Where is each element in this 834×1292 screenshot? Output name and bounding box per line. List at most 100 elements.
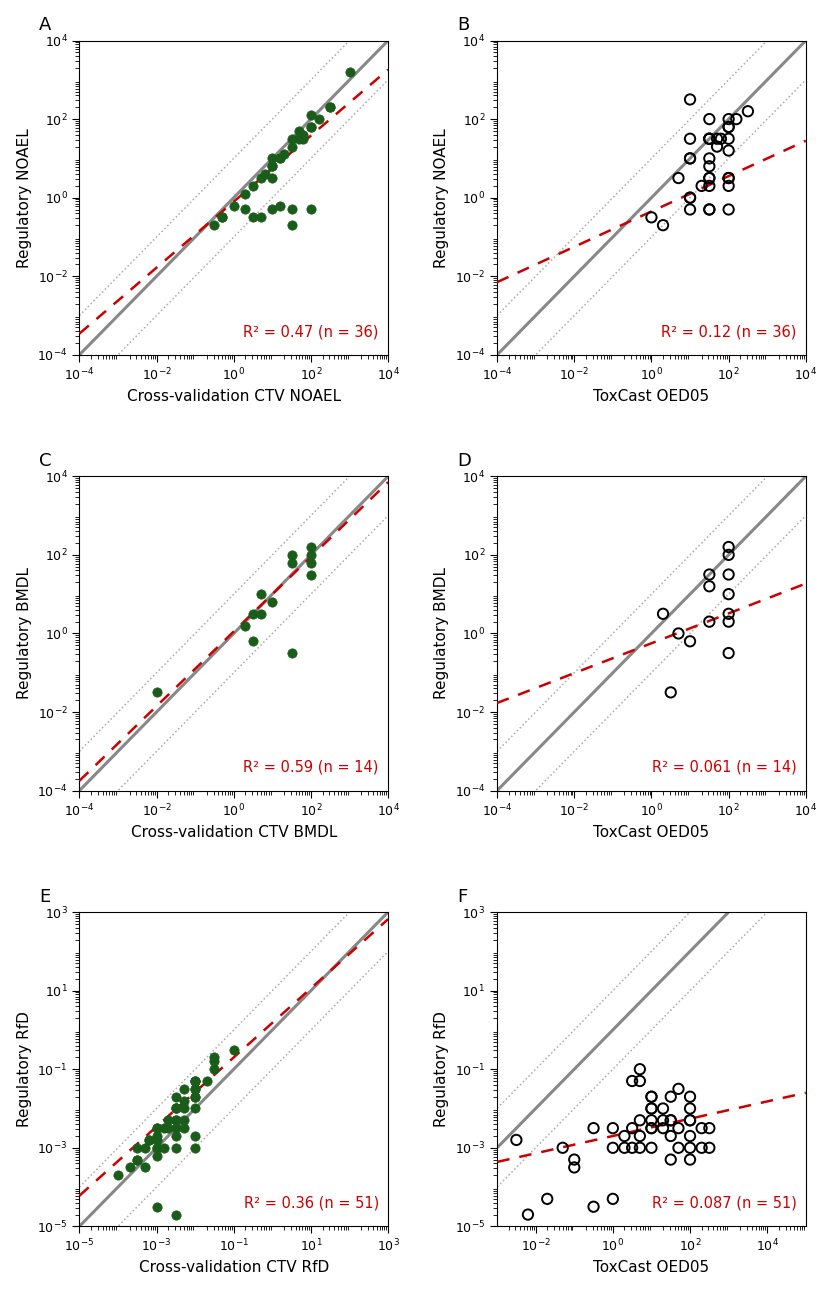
Point <box>568 1158 581 1178</box>
Point <box>246 603 259 624</box>
Point <box>672 1118 686 1138</box>
Point <box>618 1125 631 1146</box>
Point <box>656 603 670 624</box>
Point <box>683 149 696 169</box>
Point <box>664 1110 677 1130</box>
Text: A: A <box>39 17 52 34</box>
Point <box>664 1125 677 1146</box>
Point <box>169 1110 183 1130</box>
Point <box>711 136 724 156</box>
Point <box>703 576 716 597</box>
Point <box>297 128 310 149</box>
Point <box>227 1039 240 1059</box>
Point <box>656 1118 670 1138</box>
Point <box>150 1137 163 1158</box>
Point <box>177 1118 190 1138</box>
Point <box>722 116 736 137</box>
Point <box>138 1137 152 1158</box>
Point <box>618 1137 631 1158</box>
Text: R² = 0.087 (n = 51): R² = 0.087 (n = 51) <box>651 1195 796 1211</box>
Point <box>285 642 299 663</box>
Point <box>258 164 271 185</box>
Point <box>239 615 252 636</box>
Point <box>266 199 279 220</box>
Point <box>556 1137 570 1158</box>
Point <box>215 207 229 227</box>
Point <box>722 109 736 129</box>
Point <box>741 101 755 121</box>
Point <box>722 128 736 149</box>
Point <box>123 1158 136 1178</box>
Point <box>606 1137 620 1158</box>
Point <box>645 1098 658 1119</box>
Point <box>703 128 716 149</box>
Point <box>633 1125 646 1146</box>
Point <box>246 207 259 227</box>
Point <box>188 1087 202 1107</box>
Point <box>277 145 290 165</box>
Point <box>521 1204 535 1225</box>
Point <box>645 1118 658 1138</box>
Point <box>169 1098 183 1119</box>
Point <box>722 536 736 557</box>
Text: B: B <box>457 17 470 34</box>
Point <box>297 124 310 145</box>
Point <box>714 128 727 149</box>
Point <box>656 1098 670 1119</box>
Point <box>645 1118 658 1138</box>
Point <box>633 1137 646 1158</box>
Text: R² = 0.47 (n = 36): R² = 0.47 (n = 36) <box>244 324 379 339</box>
Point <box>606 1189 620 1209</box>
Point <box>177 1079 190 1099</box>
Point <box>150 1118 163 1138</box>
Point <box>683 1137 696 1158</box>
Point <box>722 603 736 624</box>
Point <box>633 1071 646 1092</box>
Text: R² = 0.59 (n = 14): R² = 0.59 (n = 14) <box>244 760 379 775</box>
Point <box>703 128 716 149</box>
Point <box>510 1129 523 1150</box>
Point <box>304 199 318 220</box>
Point <box>169 1204 183 1225</box>
Point <box>150 1125 163 1146</box>
Point <box>683 1087 696 1107</box>
Point <box>215 207 229 227</box>
Point <box>208 214 221 235</box>
Point <box>645 1098 658 1119</box>
Point <box>703 565 716 585</box>
Point <box>162 1110 175 1130</box>
Point <box>150 682 163 703</box>
Point <box>645 1087 658 1107</box>
Point <box>343 62 356 83</box>
Point <box>177 1090 190 1111</box>
Point <box>703 1137 716 1158</box>
Point <box>142 1129 155 1150</box>
Point <box>722 176 736 196</box>
Point <box>703 156 716 177</box>
Point <box>722 611 736 632</box>
Point <box>645 1110 658 1130</box>
Point <box>683 1150 696 1171</box>
Point <box>722 168 736 189</box>
Text: R² = 0.061 (n = 14): R² = 0.061 (n = 14) <box>652 760 796 775</box>
Point <box>312 109 325 129</box>
Point <box>169 1118 183 1138</box>
Point <box>683 1098 696 1119</box>
Point <box>266 156 279 177</box>
Point <box>703 109 716 129</box>
X-axis label: ToxCast OED05: ToxCast OED05 <box>593 824 710 840</box>
Point <box>188 1137 202 1158</box>
Text: E: E <box>39 888 51 906</box>
Point <box>711 128 724 149</box>
Point <box>169 1125 183 1146</box>
Point <box>188 1071 202 1092</box>
Point <box>683 128 696 149</box>
Point <box>587 1196 600 1217</box>
Point <box>722 199 736 220</box>
Point <box>131 1150 144 1171</box>
Y-axis label: Regulatory RfD: Regulatory RfD <box>435 1012 450 1127</box>
Point <box>274 149 287 169</box>
Point <box>664 1110 677 1130</box>
Point <box>672 1079 686 1099</box>
Point <box>304 544 318 565</box>
